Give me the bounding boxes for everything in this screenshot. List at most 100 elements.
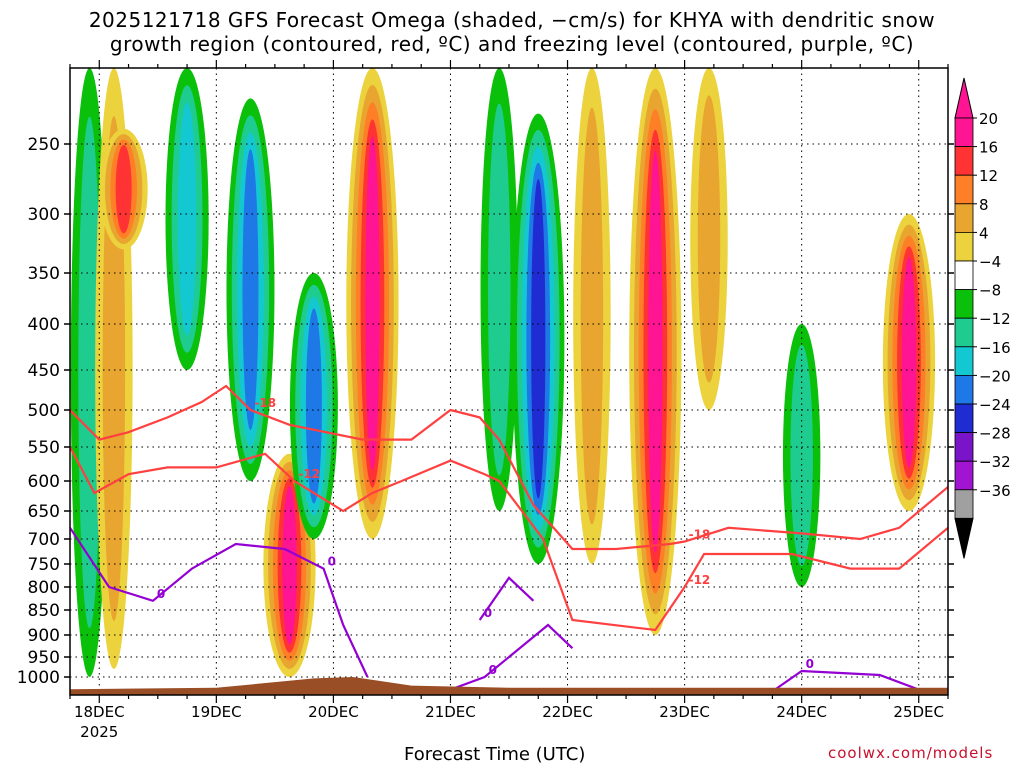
contour-path (70, 446, 948, 632)
omega-band (365, 136, 380, 471)
contour-line: 0 (478, 576, 535, 621)
y-tick-label: 250 (28, 135, 60, 155)
colorbar-swatch (954, 260, 974, 291)
omega-band (115, 144, 132, 234)
y-tick-label: 450 (28, 361, 60, 381)
omega-band (242, 149, 259, 430)
x-tick-label: 25DEC (893, 703, 944, 721)
y-tick-label: 500 (28, 401, 60, 421)
y-tick-label: 1000 (17, 668, 60, 688)
contour-line: -18 -18 (70, 384, 948, 551)
contour-line: -12 -12 (70, 446, 948, 632)
y-tick-label: 300 (28, 205, 60, 225)
omega-band (305, 308, 322, 504)
colorbar-swatch (954, 289, 974, 319)
omega-band (488, 103, 511, 476)
colorbar-swatch (954, 203, 974, 233)
omega-feature (165, 68, 209, 370)
y-tick-label: 700 (28, 530, 60, 550)
omega-shading (70, 68, 936, 677)
colorbar-label: 4 (979, 224, 989, 242)
omega-feature (99, 128, 148, 250)
colorbar-swatch (954, 489, 974, 519)
omega-feature (690, 68, 728, 410)
colorbar-swatch (954, 146, 974, 176)
omega-band (78, 116, 101, 629)
omega-band (580, 107, 604, 525)
colorbar-swatch (954, 317, 974, 348)
x-tick-label: 21DEC (425, 703, 476, 721)
omega-band (177, 102, 197, 336)
y-tick-label: 400 (28, 315, 60, 335)
omega-band (282, 486, 297, 645)
colorbar-swatch (954, 117, 974, 148)
contour-line: 00 (70, 527, 369, 678)
credit-text: coolwx.com/models (828, 744, 994, 762)
x-tick-label: 24DEC (776, 703, 827, 721)
omega-feature (346, 68, 399, 539)
contour-line: 0 (435, 623, 574, 695)
colorbar-label: −20 (979, 367, 1011, 385)
chart-title-line1: 2025121718 GFS Forecast Omega (shaded, −… (88, 8, 936, 32)
colorbar-swatch (954, 432, 974, 462)
colorbar-top-arrow (954, 77, 974, 119)
y-tick-label: 900 (28, 626, 60, 646)
omega-band (648, 150, 663, 553)
contour-label: 0 (484, 606, 492, 620)
x-tick-label: 20DEC (308, 703, 359, 721)
omega-feature (226, 98, 275, 481)
contour-path (70, 384, 948, 551)
colorbar-label: −12 (979, 310, 1011, 328)
colorbar-swatch (954, 174, 974, 205)
omega-band (901, 257, 917, 468)
y-tick-label: 650 (28, 502, 60, 522)
x-tick-label: 22DEC (542, 703, 593, 721)
omega-band (531, 179, 546, 499)
colorbar-label: −4 (979, 253, 1001, 271)
x-tick-label: 23DEC (659, 703, 710, 721)
contour-path (70, 527, 369, 678)
chart-title-line2: growth region (contoured, red, ºC) and f… (109, 32, 915, 56)
omega-feature (480, 68, 518, 511)
colorbar-swatch (954, 460, 974, 491)
colorbar: 20 16 12 8 4 −4 −8 −12 −16 −20 −24 −28 −32 −36 (954, 77, 1011, 559)
colorbar-swatch (954, 403, 974, 434)
contour-label: -18 (689, 528, 711, 542)
omega-feature (512, 113, 565, 565)
omega-feature (289, 273, 338, 539)
contour-path (435, 623, 574, 695)
contour-path (478, 576, 535, 621)
contour-line: 0 (771, 657, 924, 693)
omega-feature (629, 68, 682, 635)
colorbar-label: 8 (979, 196, 989, 214)
plot-grid (70, 68, 948, 695)
y-tick-label: 550 (28, 438, 60, 458)
colorbar-label: −36 (979, 482, 1011, 500)
contour-label: 0 (806, 657, 814, 671)
y-tick-label: 750 (28, 555, 60, 575)
contour-label: 0 (328, 555, 336, 569)
colorbar-swatch (954, 374, 974, 405)
colorbar-label: 12 (979, 167, 998, 185)
colorbar-bottom-arrow (954, 517, 974, 559)
y-tick-label: 850 (28, 601, 60, 621)
y-tick-label: 350 (28, 264, 60, 284)
contour-label: -12 (689, 573, 711, 587)
contour-path (771, 669, 924, 693)
y-tick-label: 800 (28, 578, 60, 598)
colorbar-label: −28 (979, 425, 1011, 443)
x-tick-label: 19DEC (191, 703, 242, 721)
y-tick-label: 950 (28, 648, 60, 668)
colorbar-label: −32 (979, 453, 1011, 471)
terrain-surface (70, 677, 948, 695)
omega-feature (573, 68, 611, 564)
y-tick-label: 600 (28, 472, 60, 492)
omega-feature (882, 214, 936, 511)
colorbar-label: −24 (979, 396, 1011, 414)
colorbar-label: 20 (979, 110, 998, 128)
colorbar-label: 16 (979, 139, 998, 157)
colorbar-label: −16 (979, 339, 1011, 357)
colorbar-swatch (954, 231, 974, 262)
